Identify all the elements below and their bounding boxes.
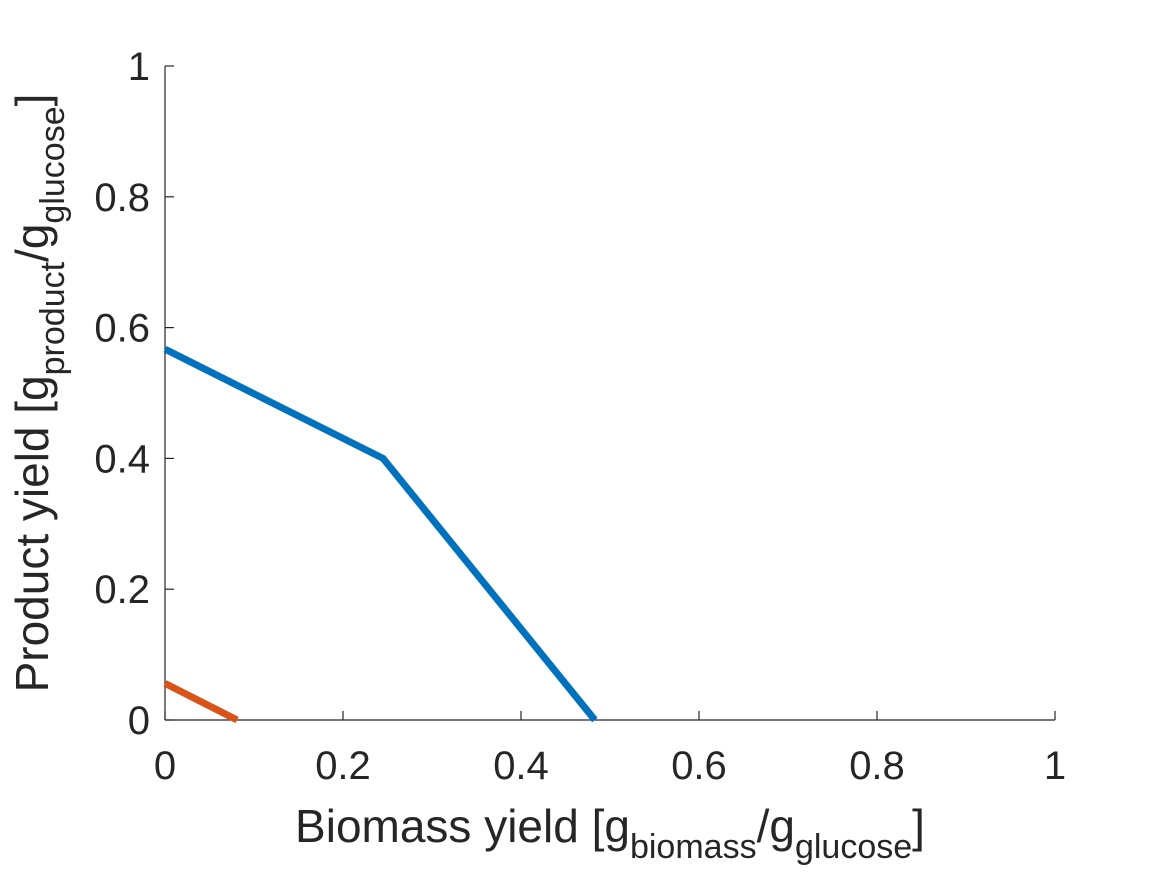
y-axis-label-mid: /g bbox=[6, 224, 58, 262]
y-axis-label: Product yield [gproduct/gglucose] bbox=[6, 94, 72, 693]
x-tick-label: 0.6 bbox=[671, 744, 727, 788]
y-axis-label-sub1: product bbox=[34, 261, 72, 375]
y-tick-label: 0.2 bbox=[94, 568, 150, 612]
x-tick-label: 0.2 bbox=[315, 744, 371, 788]
y-tick-label: 0.4 bbox=[94, 437, 150, 481]
x-axis-label-prefix: Biomass yield [g bbox=[295, 800, 630, 852]
series-group bbox=[163, 346, 598, 724]
x-tick-label: 0 bbox=[154, 744, 176, 788]
y-tick-label: 1 bbox=[128, 45, 150, 89]
series-line-1 bbox=[163, 346, 598, 723]
y-tick-label: 0.8 bbox=[94, 176, 150, 220]
x-axis-label-mid: /g bbox=[757, 800, 795, 852]
x-tick-label: 0.8 bbox=[849, 744, 905, 788]
x-axis-label: Biomass yield [gbiomass/gglucose] bbox=[295, 800, 925, 866]
series-line-2 bbox=[163, 680, 239, 724]
y-ticks: 0 0.2 0.4 0.6 0.8 1 bbox=[94, 45, 174, 743]
x-axis-label-sub2: glucose bbox=[795, 828, 912, 866]
axes: 0 0.2 0.4 0.6 0.8 1 0 0.2 0.4 0.6 0.8 1 bbox=[94, 45, 1066, 788]
y-axis-label-prefix: Product yield [g bbox=[6, 375, 58, 692]
x-ticks: 0 0.2 0.4 0.6 0.8 1 bbox=[154, 711, 1066, 788]
x-tick-label: 1 bbox=[1044, 744, 1066, 788]
y-axis-label-suffix: ] bbox=[6, 94, 58, 107]
y-tick-label: 0.6 bbox=[94, 307, 150, 351]
y-tick-label: 0 bbox=[128, 699, 150, 743]
x-axis-label-sub1: biomass bbox=[630, 828, 757, 866]
x-tick-label: 0.4 bbox=[493, 744, 549, 788]
x-axis-label-suffix: ] bbox=[912, 800, 925, 852]
y-axis-label-sub2: glucose bbox=[34, 106, 72, 223]
